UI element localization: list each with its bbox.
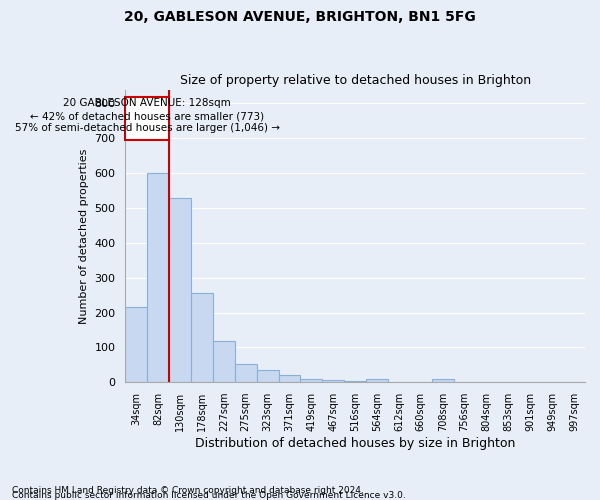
Text: Contains HM Land Registry data © Crown copyright and database right 2024.: Contains HM Land Registry data © Crown c… bbox=[12, 486, 364, 495]
Bar bbox=[432, 380, 454, 382]
Bar bbox=[278, 376, 301, 382]
Title: Size of property relative to detached houses in Brighton: Size of property relative to detached ho… bbox=[179, 74, 531, 87]
Bar bbox=[344, 381, 366, 382]
Text: 57% of semi-detached houses are larger (1,046) →: 57% of semi-detached houses are larger (… bbox=[15, 123, 280, 133]
Bar bbox=[191, 294, 213, 382]
Bar bbox=[366, 378, 388, 382]
Bar bbox=[147, 173, 169, 382]
Bar bbox=[301, 378, 322, 382]
Bar bbox=[125, 308, 147, 382]
Text: 20, GABLESON AVENUE, BRIGHTON, BN1 5FG: 20, GABLESON AVENUE, BRIGHTON, BN1 5FG bbox=[124, 10, 476, 24]
Bar bbox=[322, 380, 344, 382]
Bar bbox=[235, 364, 257, 382]
Text: Contains public sector information licensed under the Open Government Licence v3: Contains public sector information licen… bbox=[12, 490, 406, 500]
Bar bbox=[125, 96, 169, 140]
Y-axis label: Number of detached properties: Number of detached properties bbox=[79, 148, 89, 324]
X-axis label: Distribution of detached houses by size in Brighton: Distribution of detached houses by size … bbox=[195, 437, 515, 450]
Text: ← 42% of detached houses are smaller (773): ← 42% of detached houses are smaller (77… bbox=[30, 111, 265, 121]
Bar bbox=[257, 370, 278, 382]
Bar bbox=[213, 341, 235, 382]
Bar bbox=[169, 198, 191, 382]
Text: 20 GABLESON AVENUE: 128sqm: 20 GABLESON AVENUE: 128sqm bbox=[64, 98, 231, 108]
